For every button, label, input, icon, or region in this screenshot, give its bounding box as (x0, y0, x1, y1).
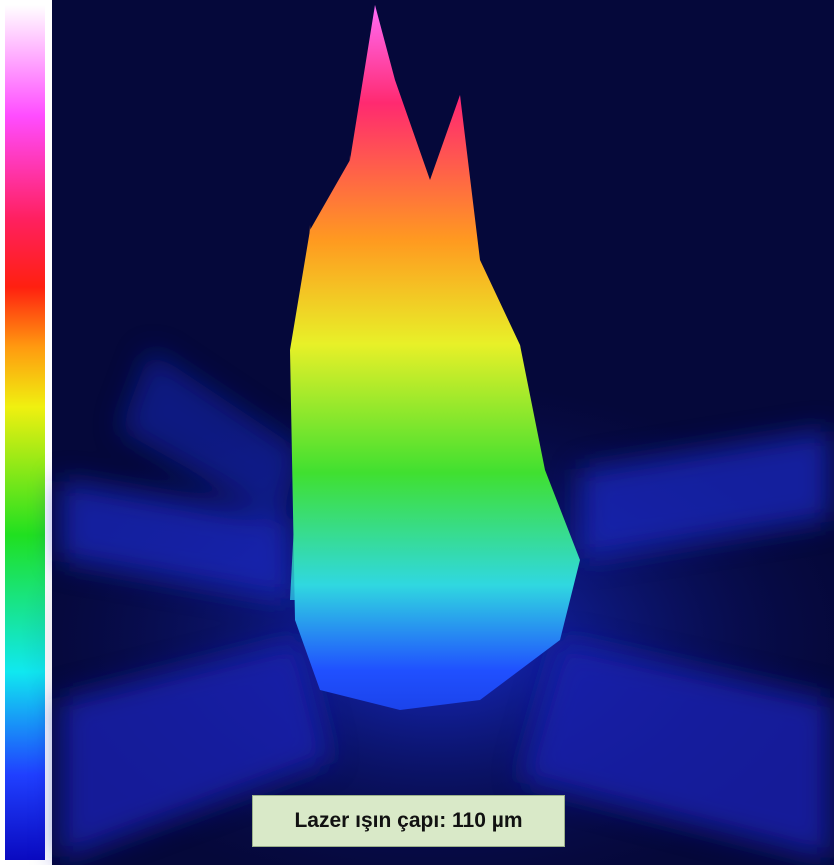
beam-profile (0, 0, 834, 865)
caption: Lazer ışın çapı: 110 µm (252, 795, 565, 847)
color-scale (5, 5, 45, 860)
page: Lazer ışın çapı: 110 µm (() => { const d… (0, 0, 834, 865)
